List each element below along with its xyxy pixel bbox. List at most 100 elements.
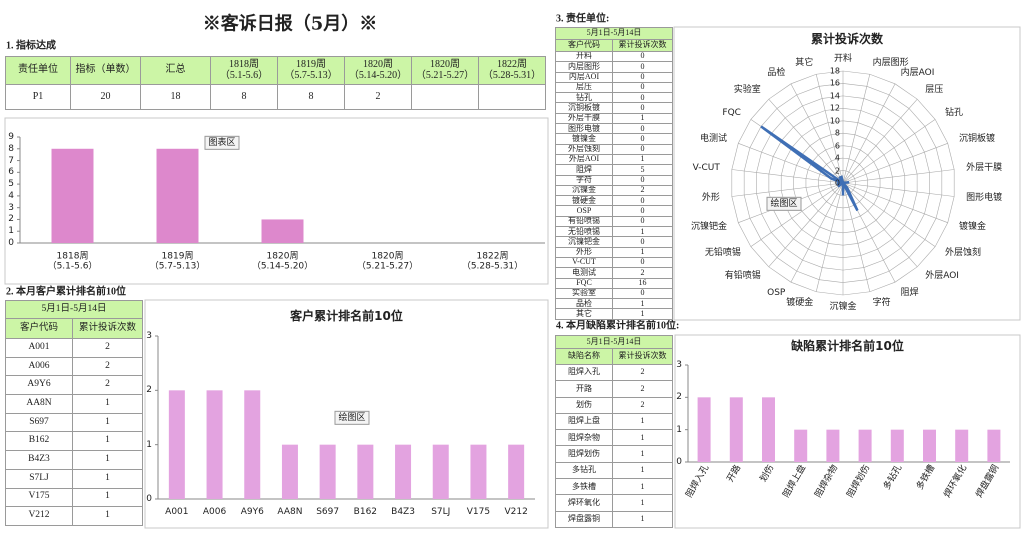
header-cell: 缺陷名称 bbox=[555, 348, 613, 365]
table-row: 镀镍金 0 bbox=[555, 133, 674, 145]
table-cell: 焊盘露铜 bbox=[555, 510, 613, 528]
table-body: 5月1日-5月14日 缺陷名称 累计投诉次数 阻焊入孔 2 开路 2 划伤 2 阻焊上盘 1 阻焊杂物… bbox=[554, 335, 674, 528]
table-row: 沉铜板镀 0 bbox=[555, 102, 674, 114]
y-tick-label: 2 bbox=[146, 385, 152, 396]
plot-area-tag: 图表区 bbox=[204, 135, 240, 151]
header-cell: 1820周 （5.14-5.20） bbox=[344, 56, 412, 85]
header-cell: 1820周 （5.21-5.27） bbox=[411, 56, 479, 85]
table-row: 阻焊入孔 2 bbox=[555, 363, 674, 382]
table-row: 外层干膜 1 bbox=[555, 112, 674, 125]
chart-title: 客户累计排名前10位 bbox=[290, 309, 403, 324]
table-row: 外层AOI 1 bbox=[555, 153, 674, 166]
x-tick-label: V212 bbox=[504, 506, 528, 517]
table-cell: 阻焊划伤 bbox=[555, 445, 613, 463]
category-label: V-CUT bbox=[692, 162, 720, 173]
category-label: 镀硬金 bbox=[786, 298, 814, 309]
table-cell: 无铅喷锡 bbox=[555, 226, 613, 238]
table-cell: 沉铜板镀 bbox=[555, 102, 613, 114]
x-tick-label: A001 bbox=[165, 506, 189, 517]
table-cell: 1 bbox=[611, 412, 674, 431]
table-cell: 1 bbox=[611, 445, 674, 463]
spoke bbox=[731, 169, 844, 184]
table-cell: 1 bbox=[611, 112, 674, 125]
table-body: 责任单位 指标（单数） 汇总 1818周 （5.1-5.6） 1819周 （5.7-5.… bbox=[5, 56, 546, 110]
table-cell: 划伤 bbox=[555, 396, 613, 414]
y-tick-label: 0 bbox=[146, 493, 152, 504]
header-row: 缺陷名称 累计投诉次数 bbox=[555, 348, 674, 365]
spoke bbox=[842, 98, 918, 184]
table-cell bbox=[411, 84, 479, 110]
table-row: 品检 1 bbox=[555, 298, 674, 310]
category-label: 钻孔 bbox=[945, 107, 964, 118]
category-label: 实验室 bbox=[733, 85, 761, 95]
table-cell: 1 bbox=[71, 487, 144, 508]
table-cell: 0 bbox=[611, 205, 674, 217]
table-cell: 2 bbox=[611, 267, 674, 279]
date-cell: 5月1日-5月14日 bbox=[554, 27, 674, 40]
table-cell: 0 bbox=[611, 287, 674, 300]
table-cell: 0 bbox=[611, 143, 674, 155]
table-row: 内层图形 0 bbox=[555, 61, 674, 73]
bar bbox=[858, 429, 872, 462]
table-cell: 1 bbox=[71, 412, 144, 433]
table-row: 无铅喷锡 1 bbox=[555, 226, 674, 238]
table-cell: 焊环氧化 bbox=[555, 494, 613, 512]
x-tick-label: 1820周 （5.21-5.27） bbox=[356, 251, 419, 272]
table-cell: 阻焊 bbox=[555, 164, 613, 176]
bar bbox=[168, 390, 185, 499]
table-cell: S7LJ bbox=[5, 468, 73, 489]
x-tick-label: 1818周 （5.1-5.6） bbox=[47, 251, 98, 272]
table-cell: 2 bbox=[611, 363, 674, 382]
table-cell: 字符 bbox=[555, 174, 613, 186]
table-row: A9Y6 2 bbox=[5, 375, 144, 396]
report-title: ※客诉日报（5月）※ bbox=[202, 13, 378, 35]
bar bbox=[432, 444, 449, 499]
bar bbox=[762, 397, 775, 462]
data-polygon bbox=[760, 125, 859, 212]
category-label: 其它 bbox=[795, 57, 814, 68]
table-row: 多钻孔 1 bbox=[555, 461, 674, 480]
table-cell: 多铁槽 bbox=[555, 478, 613, 496]
table-body: 5月1日-5月14日 客户代码 累计投诉次数 A001 2 A006 2 A9Y6 2 AA8N 1… bbox=[4, 300, 144, 526]
table-row: V-CUT 0 bbox=[555, 256, 674, 269]
chart-frame bbox=[4, 117, 549, 285]
table-row: 焊盘露铜 1 bbox=[555, 510, 674, 528]
table-cell: 开料 bbox=[555, 50, 613, 63]
x-tick-label: 1820周 （5.14-5.20） bbox=[251, 251, 314, 272]
table-row: 阻焊杂物 1 bbox=[555, 429, 674, 447]
plot-area-tag: 绘图区 bbox=[334, 410, 370, 426]
table-cell: 1 bbox=[611, 478, 674, 496]
table-row: 开路 2 bbox=[555, 380, 674, 398]
table-row: 开料 0 bbox=[555, 50, 674, 63]
table-cell: V212 bbox=[5, 506, 73, 526]
table-cell: 0 bbox=[611, 133, 674, 145]
data-table: 5月1日-5月14日 客户代码 累计投诉次数 开料 0 内层图形 0 内层AOI 0 层压 0 钻孔 0… bbox=[554, 27, 674, 320]
table-cell: OSP bbox=[555, 205, 613, 217]
table-row: 多铁槽 1 bbox=[555, 478, 674, 496]
table-row: 内层AOI 0 bbox=[555, 71, 674, 83]
table-row: V212 1 bbox=[5, 506, 144, 526]
header-cell: 累计投诉次数 bbox=[71, 318, 144, 339]
header-row: 客户代码 累计投诉次数 bbox=[555, 39, 674, 52]
category-label: 开料 bbox=[833, 53, 853, 64]
table-cell: 0 bbox=[611, 102, 674, 114]
y-tick-label: 9 bbox=[8, 131, 14, 142]
table-cell: FQC bbox=[555, 277, 613, 289]
table-cell: 阻焊上盘 bbox=[555, 412, 613, 431]
x-tick-label: AA8N bbox=[277, 506, 303, 517]
table-cell: 镀硬金 bbox=[555, 195, 613, 207]
spoke bbox=[738, 143, 844, 184]
category-label: 外层干膜 bbox=[966, 162, 1003, 173]
table-row: 镀硬金 0 bbox=[555, 195, 674, 207]
bar bbox=[261, 219, 304, 243]
header-cell: 1818周 （5.1-5.6） bbox=[210, 56, 278, 85]
table-row: 其它 1 bbox=[555, 308, 674, 320]
table-cell: 2 bbox=[611, 380, 674, 398]
table-cell: S697 bbox=[5, 412, 73, 433]
table-cell: 外层AOI bbox=[555, 153, 613, 166]
table-cell: 1 bbox=[611, 494, 674, 512]
x-tick-label: V175 bbox=[466, 506, 491, 517]
table-cell: 0 bbox=[611, 174, 674, 186]
category-label: 图形电镀 bbox=[966, 192, 1003, 203]
